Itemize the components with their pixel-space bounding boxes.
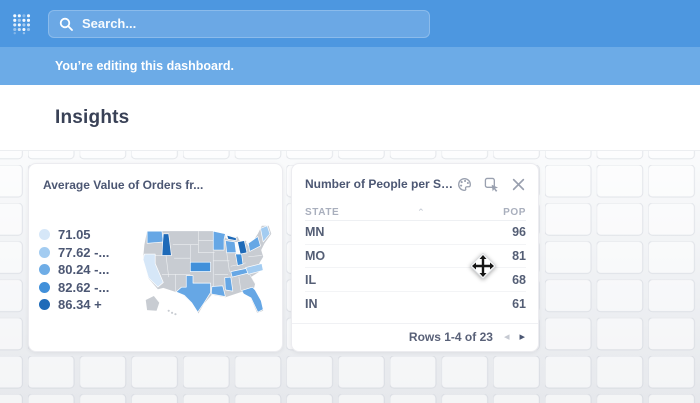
legend-label: 77.62 -... — [58, 244, 110, 260]
state-MN — [212, 230, 226, 251]
table-card[interactable]: Number of People per State — [291, 163, 539, 352]
visualization-palette-icon[interactable] — [456, 176, 472, 192]
rows-range-label: Rows 1-4 of 23 — [408, 329, 493, 344]
legend-item: 77.62 -... — [39, 244, 109, 262]
cell-state: IN — [305, 296, 318, 311]
legend-swatch — [39, 281, 50, 293]
search-bar[interactable] — [48, 9, 430, 38]
table-header-row[interactable]: STATE ⌃ POP — [305, 204, 526, 221]
state-NC — [245, 263, 264, 275]
column-header-state[interactable]: STATE — [305, 206, 340, 218]
dashboard-canvas: Average Value of Orders fr... 71.05 77.6… — [0, 151, 700, 403]
search-icon — [59, 17, 73, 31]
table-pagination: Rows 1-4 of 23 ◂ ▸ — [292, 323, 538, 351]
legend-item: 82.62 -... — [39, 279, 109, 297]
state-ME — [260, 225, 271, 243]
table-row: MN 96 — [305, 221, 526, 245]
cell-pop: 68 — [512, 272, 526, 287]
top-nav-bar — [0, 0, 700, 47]
map-legend: 71.05 77.62 -... 80.24 -... 82.62 -... 8… — [39, 226, 109, 314]
state-IN — [235, 253, 244, 266]
legend-swatch — [39, 299, 50, 311]
legend-swatch — [39, 246, 50, 258]
legend-label: 80.24 -... — [58, 262, 110, 278]
state-HI — [167, 309, 177, 316]
edit-mode-banner: You’re editing this dashboard. — [0, 47, 700, 85]
cell-pop: 61 — [512, 296, 526, 311]
click-behavior-icon[interactable] — [483, 176, 499, 192]
legend-swatch — [39, 229, 50, 241]
previous-page-button[interactable]: ◂ — [501, 330, 513, 343]
edit-banner-text: You’re editing this dashboard. — [55, 59, 234, 73]
legend-label: 86.34 + — [58, 297, 102, 313]
metabase-logo[interactable] — [12, 13, 34, 35]
state-NY — [248, 236, 261, 252]
page-header: Insights — [0, 85, 700, 151]
table-row: IN 61 — [305, 292, 526, 316]
map-card[interactable]: Average Value of Orders fr... 71.05 77.6… — [28, 163, 283, 352]
legend-swatch — [39, 264, 50, 276]
state-MS — [224, 276, 234, 292]
state-KS — [189, 261, 211, 272]
legend-item: 71.05 — [39, 226, 109, 244]
state-CA — [142, 253, 164, 288]
table-row: MO 81 — [305, 245, 526, 269]
cell-pop: 81 — [512, 249, 526, 264]
page-title: Insights — [55, 106, 130, 128]
next-page-button[interactable]: ▸ — [516, 330, 528, 343]
search-input[interactable] — [82, 16, 419, 31]
legend-item: 86.34 + — [39, 296, 109, 314]
state-LA — [210, 285, 226, 297]
table-body: MN 96 MO 81 IL 68 IN 61 — [292, 221, 538, 323]
table-card-title: Number of People per State — [305, 177, 456, 191]
map-card-title: Average Value of Orders fr... — [43, 178, 204, 192]
state-ID — [161, 233, 172, 256]
legend-label: 71.05 — [58, 227, 91, 243]
state-WA — [146, 230, 164, 244]
state-WI — [225, 240, 237, 254]
state-FL — [241, 286, 264, 313]
cell-state: IL — [305, 272, 317, 287]
legend-label: 82.62 -... — [58, 279, 110, 295]
us-choropleth-map[interactable] — [139, 224, 274, 324]
remove-card-icon[interactable] — [510, 176, 526, 192]
state-TX — [175, 275, 211, 313]
card-actions — [456, 176, 526, 192]
cell-state: MO — [305, 249, 326, 264]
table-row: IL 68 — [305, 268, 526, 293]
state-MI-upper — [226, 234, 237, 241]
legend-item: 80.24 -... — [39, 261, 109, 279]
sort-caret-icon: ⌃ — [417, 206, 426, 217]
cell-pop: 96 — [512, 225, 526, 240]
state-MI — [237, 240, 248, 255]
cell-state: MN — [305, 225, 325, 240]
column-header-pop[interactable]: POP — [503, 206, 526, 218]
state-AK — [145, 295, 160, 311]
